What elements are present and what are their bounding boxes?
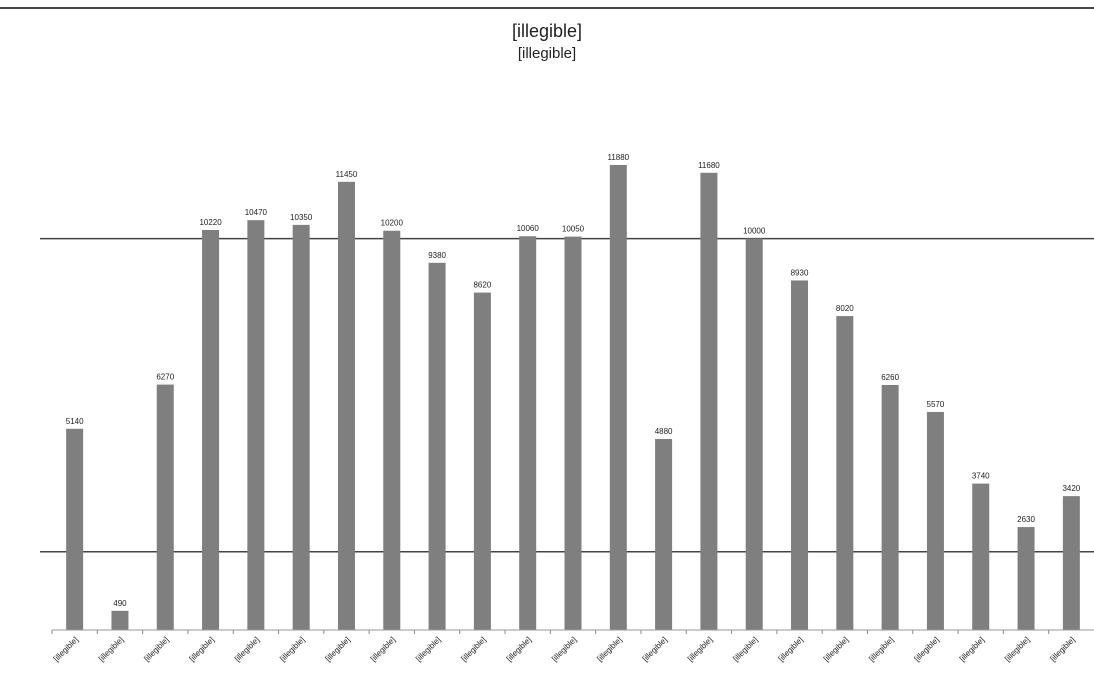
data-label: 8620: [473, 281, 491, 290]
bar: [383, 230, 401, 630]
x-tick-label: [illegible]: [324, 635, 352, 663]
x-tick-label: [illegible]: [233, 635, 261, 663]
bar: [1062, 496, 1080, 630]
x-tick-label: [illegible]: [641, 635, 669, 663]
bar: [428, 262, 446, 630]
data-label: 9380: [428, 251, 446, 260]
bars: 5140 490 6270 10220 10470 10350 11450 10200 9380…: [66, 153, 1081, 631]
data-label: 3420: [1062, 484, 1080, 493]
data-label: 11450: [336, 170, 358, 179]
data-label: 8020: [836, 304, 854, 313]
data-label: 10060: [517, 224, 540, 233]
data-label: 5140: [66, 417, 84, 426]
x-tick-label: [illegible]: [595, 635, 623, 663]
data-label: 11880: [607, 153, 629, 162]
bar: [473, 292, 491, 630]
x-tick-label: [illegible]: [97, 635, 125, 663]
bar: [972, 483, 990, 630]
bar: [111, 610, 129, 630]
data-label: 6260: [881, 373, 899, 382]
bar: [791, 280, 809, 630]
data-label: 10050: [562, 225, 585, 234]
bar: [292, 224, 310, 630]
x-tick-label: [illegible]: [777, 635, 805, 663]
data-label: 8930: [791, 268, 809, 277]
chart-title: [illegible]: [511, 21, 583, 41]
bar: [247, 220, 265, 630]
bar: [745, 238, 763, 631]
data-label: 10220: [199, 218, 222, 227]
data-label: 3740: [972, 472, 990, 481]
data-label: 11680: [698, 161, 720, 170]
bar: [609, 164, 627, 631]
bar: [655, 438, 673, 630]
x-tick-label: [illegible]: [1048, 635, 1076, 663]
x-tick-label: [illegible]: [822, 635, 850, 663]
x-tick-label: [illegible]: [686, 635, 714, 663]
data-label: 10470: [245, 208, 268, 217]
data-label: 5570: [927, 400, 945, 409]
x-tick-label: [illegible]: [731, 635, 759, 663]
bar: [1017, 527, 1035, 630]
data-label: 490: [113, 599, 127, 608]
bar: [66, 428, 84, 630]
data-label: 10200: [381, 219, 404, 228]
bar: [926, 411, 944, 630]
top-rule: [0, 7, 1094, 9]
data-label: 6270: [156, 373, 174, 382]
data-label: 10000: [743, 227, 766, 236]
bar: [881, 384, 899, 630]
x-tick-label: [illegible]: [369, 635, 397, 663]
x-tick-label: [illegible]: [142, 635, 170, 663]
data-label: 2630: [1017, 515, 1035, 524]
bar: [337, 181, 355, 631]
x-tick-label: [illegible]: [912, 635, 940, 663]
bar: [202, 229, 220, 630]
x-axis: [illegible] [illegible] [illegible] [illegi…: [51, 629, 1094, 663]
x-tick-label: [illegible]: [1003, 635, 1031, 663]
bar: [836, 316, 854, 630]
bar: [519, 236, 537, 631]
x-tick-label: [illegible]: [505, 635, 533, 663]
x-tick-label: [illegible]: [52, 635, 80, 663]
data-label: 10350: [290, 213, 313, 222]
x-tick-label: [illegible]: [414, 635, 442, 663]
bar: [700, 172, 718, 630]
data-label: 4880: [655, 427, 673, 436]
x-tick-label: [illegible]: [550, 635, 578, 663]
x-tick-label: [illegible]: [958, 635, 986, 663]
bar: [156, 384, 174, 630]
x-tick-label: [illegible]: [188, 635, 216, 663]
bar: [564, 236, 582, 630]
x-tick-label: [illegible]: [867, 635, 895, 663]
chart-subtitle: [illegible]: [517, 45, 577, 62]
x-tick-label: [illegible]: [278, 635, 306, 663]
x-tick-label: [illegible]: [459, 635, 487, 663]
